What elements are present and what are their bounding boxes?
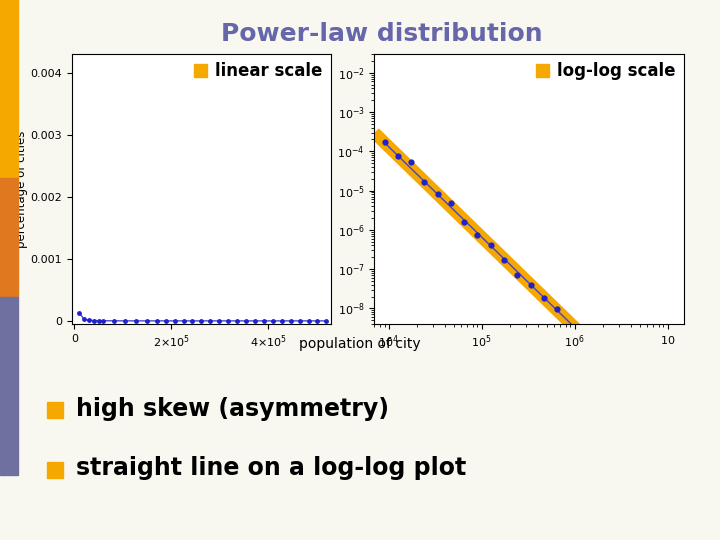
Legend: log-log scale: log-log scale (536, 62, 675, 80)
Y-axis label: percentage of cities: percentage of cities (14, 130, 28, 248)
Legend: linear scale: linear scale (194, 62, 323, 80)
Text: Power-law distribution: Power-law distribution (221, 22, 542, 45)
Text: straight line on a log-log plot: straight line on a log-log plot (76, 456, 466, 480)
Text: high skew (asymmetry): high skew (asymmetry) (76, 397, 389, 421)
Text: population of city: population of city (300, 338, 420, 352)
